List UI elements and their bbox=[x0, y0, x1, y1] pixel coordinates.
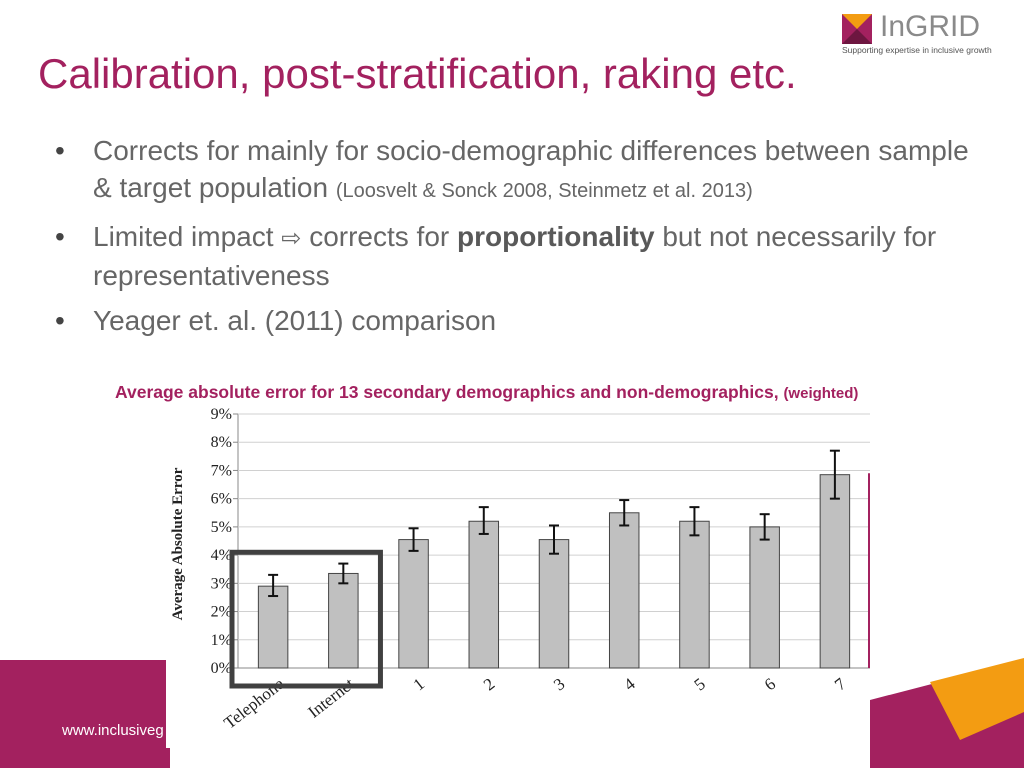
chart-caption-main: Average absolute error for 13 secondary … bbox=[115, 382, 779, 402]
y-tick-label: 7% bbox=[211, 462, 232, 479]
bar bbox=[538, 539, 570, 669]
bar bbox=[398, 539, 429, 669]
bullet-text: Limited impact bbox=[93, 221, 274, 252]
bullet-dot: • bbox=[55, 305, 65, 336]
bullet-dot: • bbox=[55, 135, 65, 166]
logo-wordmark: InGRID bbox=[880, 10, 981, 43]
y-tick-label: 0% bbox=[211, 660, 232, 677]
y-tick-label: 5% bbox=[211, 519, 232, 536]
bar bbox=[257, 585, 289, 669]
bullet-dot: • bbox=[55, 221, 65, 252]
ingrid-logo: InGRID Supporting expertise in inclusive… bbox=[842, 10, 1002, 60]
y-tick-label: 9% bbox=[211, 406, 232, 423]
bar bbox=[679, 520, 710, 669]
footer-url: www.inclusiveg bbox=[62, 722, 164, 739]
y-tick-label: 4% bbox=[211, 547, 232, 564]
bar bbox=[749, 526, 780, 669]
y-tick-label: 8% bbox=[211, 434, 232, 451]
logo-tagline: Supporting expertise in inclusive growth bbox=[842, 45, 992, 55]
y-tick-label: 1% bbox=[211, 632, 232, 649]
bullet-list: • Corrects for mainly for socio-demograp… bbox=[55, 132, 985, 347]
bullet-item: • Corrects for mainly for socio-demograp… bbox=[55, 132, 985, 210]
y-tick-label: 2% bbox=[211, 604, 232, 621]
slide-title: Calibration, post-stratification, raking… bbox=[38, 50, 797, 97]
y-axis-label: Average Absolute Error bbox=[170, 467, 186, 620]
y-tick-label: 3% bbox=[211, 575, 232, 592]
bullet-item: • Yeager et. al. (2011) comparison bbox=[55, 302, 985, 339]
bar bbox=[608, 512, 640, 669]
bar bbox=[468, 520, 500, 669]
bullet-citation: (Loosvelt & Sonck 2008, Steinmetz et al.… bbox=[335, 180, 753, 202]
right-arrow-icon: ⇨ bbox=[281, 225, 302, 252]
bullet-text: corrects for bbox=[309, 221, 450, 252]
bullet-emphasis: proportionality bbox=[457, 221, 655, 252]
y-tick-label: 6% bbox=[211, 491, 232, 508]
highlight-box bbox=[229, 549, 383, 689]
chart-caption: Average absolute error for 13 secondary … bbox=[115, 382, 858, 403]
bar bbox=[819, 474, 851, 669]
bar bbox=[328, 572, 359, 669]
bar-chart: 0%1%2%3%4%5%6%7%8%9% Telephone Internet 1 2… bbox=[166, 404, 870, 748]
bullet-text: Corrects for mainly for socio-demographi… bbox=[93, 135, 969, 203]
bullet-text: but not necessarily for representativene… bbox=[93, 221, 937, 291]
chart-caption-sub: (weighted) bbox=[783, 385, 859, 402]
ingrid-logo-mark-icon bbox=[842, 14, 872, 44]
bullet-item: • Limited impact ⇨ corrects for proporti… bbox=[55, 218, 985, 294]
bullet-text: Yeager et. al. (2011) comparison bbox=[93, 305, 497, 336]
